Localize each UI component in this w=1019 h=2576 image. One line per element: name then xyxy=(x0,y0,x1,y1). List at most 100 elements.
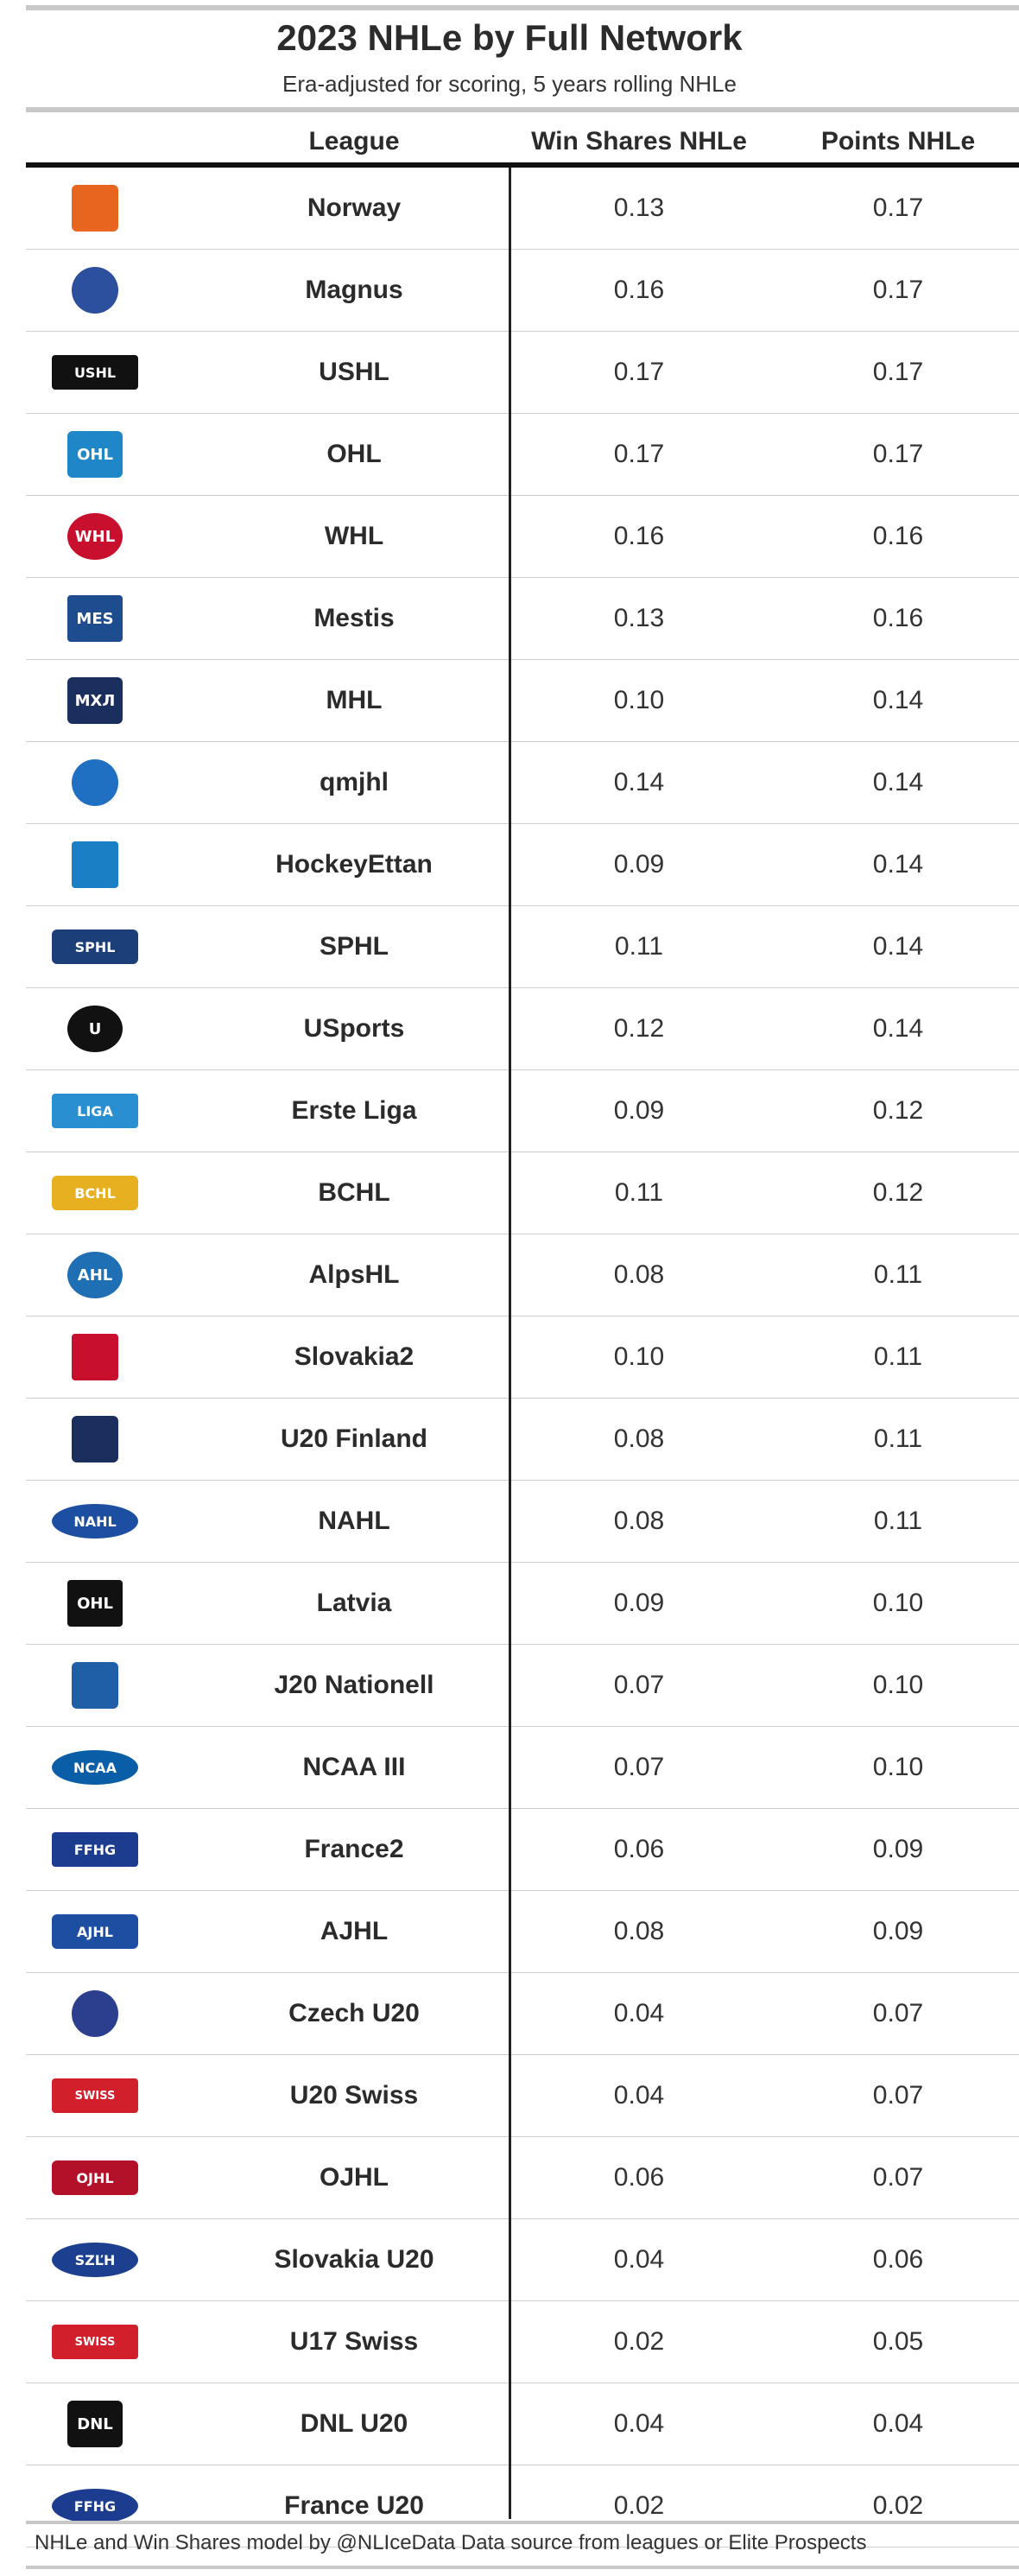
win-shares-value: 0.08 xyxy=(613,1260,665,1289)
bottom-rule xyxy=(26,2566,1019,2569)
logo-mark: SWISS xyxy=(52,2078,138,2113)
points-value: 0.17 xyxy=(872,276,924,304)
league-name: BCHL xyxy=(318,1178,390,1207)
win-shares-value: 0.09 xyxy=(613,1096,665,1125)
win-shares-value: 0.02 xyxy=(613,2491,665,2520)
logo-mark xyxy=(72,1990,118,2037)
win-shares-value: 0.11 xyxy=(614,1178,664,1207)
win-shares-value: 0.07 xyxy=(613,1753,665,1781)
table-row: AJHL AJHL 0.08 0.09 xyxy=(26,1891,1019,1973)
czech-u20-logo-icon xyxy=(26,1983,164,2044)
table-row: Czech U20 0.04 0.07 xyxy=(26,1973,1019,2055)
whl-logo-icon: WHL xyxy=(26,506,164,567)
top-rule xyxy=(26,5,1019,10)
win-shares-value: 0.08 xyxy=(613,1917,665,1945)
mhl-logo-icon: МХЛ xyxy=(26,670,164,731)
league-name: USHL xyxy=(319,358,389,386)
points-value: 0.12 xyxy=(872,1096,924,1125)
logo-mark: FFHG xyxy=(52,1832,138,1867)
league-name: NCAA III xyxy=(302,1753,406,1781)
table-row: SWISS U17 Swiss 0.02 0.05 xyxy=(26,2301,1019,2383)
points-value: 0.11 xyxy=(873,1342,923,1371)
win-shares-value: 0.16 xyxy=(613,276,665,304)
table-row: USHL USHL 0.17 0.17 xyxy=(26,332,1019,414)
table-row: qmjhl 0.14 0.14 xyxy=(26,742,1019,824)
points-value: 0.12 xyxy=(872,1178,924,1207)
logo-mark: NCAA xyxy=(52,1750,138,1785)
table-row: FFHG France U20 0.02 0.02 xyxy=(26,2465,1019,2547)
win-shares-value: 0.06 xyxy=(613,1835,665,1863)
win-shares-value: 0.02 xyxy=(613,2327,665,2356)
u20-finland-logo-icon xyxy=(26,1409,164,1469)
u20-swiss-logo-icon: SWISS xyxy=(26,2065,164,2126)
points-value: 0.10 xyxy=(872,1753,924,1781)
points-value: 0.10 xyxy=(872,1671,924,1699)
chart-title: 2023 NHLe by Full Network xyxy=(276,17,743,58)
qmjhl-logo-icon xyxy=(26,752,164,813)
table-row: HockeyEttan 0.09 0.14 xyxy=(26,824,1019,906)
logo-mark: DNL xyxy=(67,2401,123,2447)
points-value: 0.11 xyxy=(873,1424,923,1453)
points-value: 0.14 xyxy=(872,686,924,714)
points-value: 0.16 xyxy=(872,522,924,550)
win-shares-value: 0.08 xyxy=(613,1424,665,1453)
logo-mark: SZĽH xyxy=(52,2243,138,2277)
win-shares-value: 0.14 xyxy=(613,768,665,796)
nahl-logo-icon: NAHL xyxy=(26,1491,164,1551)
alpshl-logo-icon: AHL xyxy=(26,1245,164,1305)
logo-mark xyxy=(72,267,118,314)
table-row: J20 Nationell 0.07 0.10 xyxy=(26,1645,1019,1727)
logo-mark: OHL xyxy=(67,1580,123,1627)
win-shares-value: 0.04 xyxy=(613,2245,665,2274)
ncaa-logo-icon: NCAA xyxy=(26,1737,164,1798)
table-row: OHL OHL 0.17 0.17 xyxy=(26,414,1019,496)
logo-mark: МХЛ xyxy=(67,677,123,724)
points-value: 0.14 xyxy=(872,768,924,796)
win-shares-value: 0.12 xyxy=(613,1014,665,1043)
header-league: League xyxy=(308,127,400,155)
league-name: AlpsHL xyxy=(308,1260,400,1289)
win-shares-value: 0.09 xyxy=(613,1589,665,1617)
sphl-logo-icon: SPHL xyxy=(26,917,164,977)
points-value: 0.14 xyxy=(872,850,924,879)
league-name: France U20 xyxy=(284,2491,424,2520)
win-shares-value: 0.04 xyxy=(613,2409,665,2438)
win-shares-value: 0.08 xyxy=(613,1507,665,1535)
slovakia-u20-logo-icon: SZĽH xyxy=(26,2230,164,2290)
logo-mark: FFHG xyxy=(52,2489,138,2523)
table-row: OJHL OJHL 0.06 0.07 xyxy=(26,2137,1019,2219)
league-name: NAHL xyxy=(318,1507,390,1535)
win-shares-value: 0.13 xyxy=(613,604,665,632)
league-name: Czech U20 xyxy=(288,1999,420,2027)
table-row: OHL Latvia 0.09 0.10 xyxy=(26,1563,1019,1645)
logo-mark: OHL xyxy=(67,431,123,478)
subtitle-rule xyxy=(26,107,1019,112)
win-shares-value: 0.17 xyxy=(613,358,665,386)
points-value: 0.02 xyxy=(872,2491,924,2520)
logo-mark: SWISS xyxy=(52,2325,138,2359)
points-value: 0.14 xyxy=(872,932,924,961)
slovakia2-logo-icon xyxy=(26,1327,164,1387)
points-value: 0.05 xyxy=(872,2327,924,2356)
logo-mark xyxy=(72,1334,118,1380)
hockeyettan-logo-icon xyxy=(26,834,164,895)
win-shares-value: 0.06 xyxy=(613,2163,665,2192)
footer-rule xyxy=(26,2521,1019,2524)
france-u20-logo-icon: FFHG xyxy=(26,2476,164,2536)
table-row: NCAA NCAA III 0.07 0.10 xyxy=(26,1727,1019,1809)
table-row: WHL WHL 0.16 0.16 xyxy=(26,496,1019,578)
logo-mark: AHL xyxy=(67,1252,123,1298)
table-row: MES Mestis 0.13 0.16 xyxy=(26,578,1019,660)
win-shares-value: 0.04 xyxy=(613,2081,665,2110)
bchl-logo-icon: BCHL xyxy=(26,1163,164,1223)
magnus-logo-icon xyxy=(26,260,164,320)
nhle-table: Norway 0.13 0.17 Magnus 0.16 0.17 USHL USHL 0.17… xyxy=(26,168,1019,2547)
points-value: 0.04 xyxy=(872,2409,924,2438)
league-name: Erste Liga xyxy=(291,1096,417,1125)
logo-mark: NAHL xyxy=(52,1504,138,1539)
league-name: DNL U20 xyxy=(300,2409,408,2438)
usports-logo-icon: U xyxy=(26,999,164,1059)
table-row: BCHL BCHL 0.11 0.12 xyxy=(26,1152,1019,1234)
league-name: OHL xyxy=(326,440,382,468)
